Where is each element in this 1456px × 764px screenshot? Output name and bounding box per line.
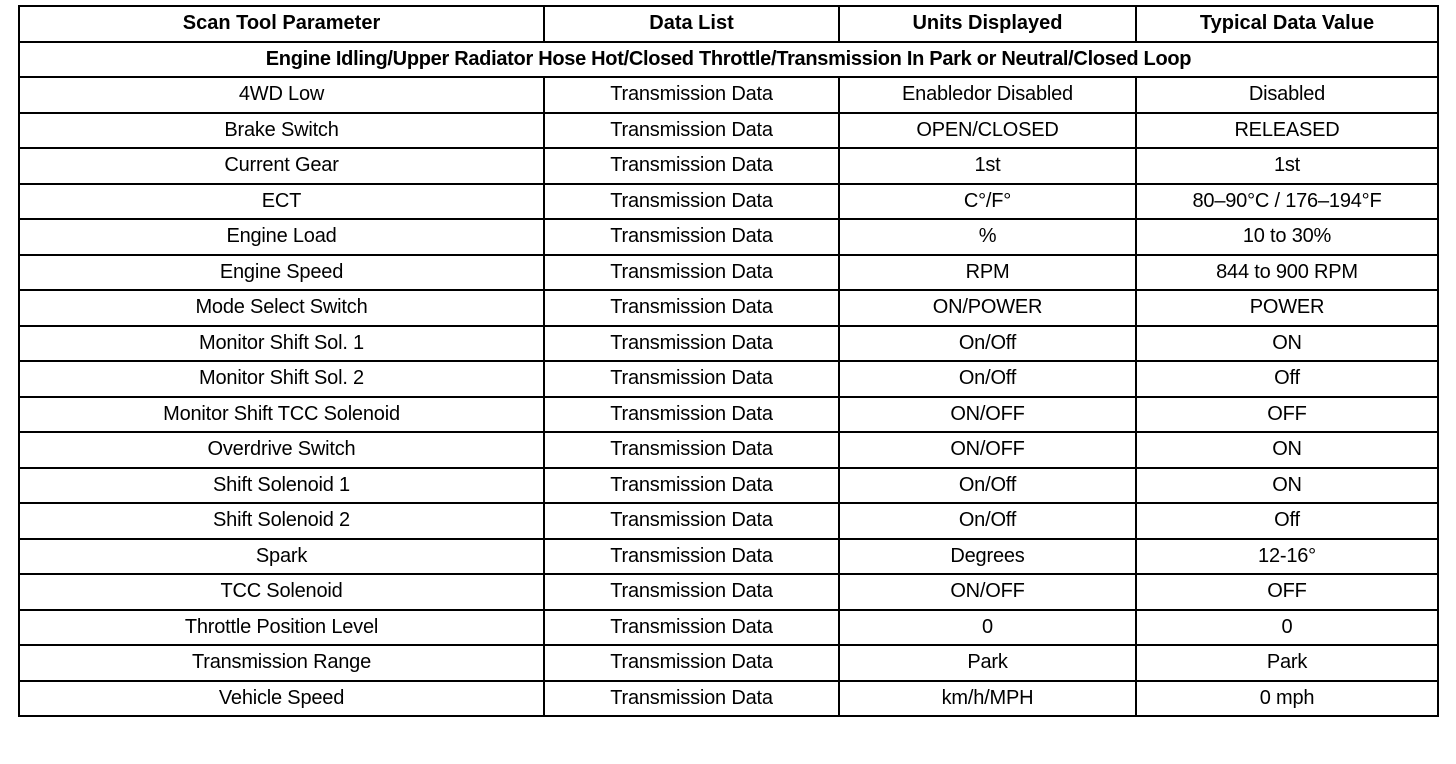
table-row: Transmission Range Transmission Data Park P… xyxy=(18,644,1439,682)
parameter-cell: Spark xyxy=(18,537,545,575)
parameter-cell: Shift Solenoid 2 xyxy=(18,502,545,540)
condition-text: Engine Idling/Upper Radiator Hose Hot/Cl… xyxy=(18,40,1439,78)
data-list-cell: Transmission Data xyxy=(543,679,840,717)
table-row: Spark Transmission Data Degrees 12-16° xyxy=(18,537,1439,575)
header-data-list: Data List xyxy=(543,5,840,43)
table-row: Shift Solenoid 2 Transmission Data On/Off O… xyxy=(18,502,1439,540)
table-row: Shift Solenoid 1 Transmission Data On/Off O… xyxy=(18,466,1439,504)
parameter-cell: Mode Select Switch xyxy=(18,289,545,327)
table-row: Engine Load Transmission Data% 10 to 30% xyxy=(18,218,1439,256)
typical-value-cell: ON xyxy=(1135,466,1439,504)
data-list-cell: Transmission Data xyxy=(543,76,840,114)
units-cell: km/h/MPH xyxy=(838,679,1137,717)
data-list-cell: Transmission Data xyxy=(543,253,840,291)
header-typical-data-value: Typical Data Value xyxy=(1135,5,1439,43)
units-cell: ON/POWER xyxy=(838,289,1137,327)
parameter-cell: Shift Solenoid 1 xyxy=(18,466,545,504)
parameter-cell: Monitor Shift Sol. 1 xyxy=(18,324,545,362)
table-row: Monitor Shift TCC Solenoid Transmission D… xyxy=(18,395,1439,433)
data-list-cell: Transmission Data xyxy=(543,218,840,256)
parameter-cell: Current Gear xyxy=(18,147,545,185)
data-list-cell: Transmission Data xyxy=(543,431,840,469)
units-cell: ON/OFF xyxy=(838,573,1137,611)
parameter-cell: Brake Switch xyxy=(18,111,545,149)
units-cell: RPM xyxy=(838,253,1137,291)
typical-value-cell: POWER xyxy=(1135,289,1439,327)
header-units-displayed: Units Displayed xyxy=(838,5,1137,43)
table-row: Engine Speed Transmission Data RPM 844 to 9… xyxy=(18,253,1439,291)
units-cell: On/Off xyxy=(838,324,1137,362)
data-list-cell: Transmission Data xyxy=(543,537,840,575)
data-list-cell: Transmission Data xyxy=(543,182,840,220)
data-list-cell: Transmission Data xyxy=(543,289,840,327)
units-cell: On/Off xyxy=(838,502,1137,540)
units-cell: Enabledor Disabled xyxy=(838,76,1137,114)
typical-value-cell: 10 to 30% xyxy=(1135,218,1439,256)
table-row: TCC Solenoid Transmission Data ON/OFF OFF xyxy=(18,573,1439,611)
typical-value-cell: ON xyxy=(1135,324,1439,362)
typical-value-cell: 844 to 900 RPM xyxy=(1135,253,1439,291)
table-row: Brake Switch Transmission Data OPEN/CLOSED… xyxy=(18,111,1439,149)
typical-value-cell: Park xyxy=(1135,644,1439,682)
typical-value-cell: RELEASED xyxy=(1135,111,1439,149)
typical-value-cell: Off xyxy=(1135,502,1439,540)
parameter-cell: Engine Load xyxy=(18,218,545,256)
parameter-cell: TCC Solenoid xyxy=(18,573,545,611)
parameter-cell: Vehicle Speed xyxy=(18,679,545,717)
table-row: Mode Select Switch Transmission Data ON/PO… xyxy=(18,289,1439,327)
typical-value-cell: Off xyxy=(1135,360,1439,398)
units-cell: % xyxy=(838,218,1137,256)
units-cell: Degrees xyxy=(838,537,1137,575)
typical-value-cell: OFF xyxy=(1135,395,1439,433)
parameter-cell: Monitor Shift Sol. 2 xyxy=(18,360,545,398)
data-list-cell: Transmission Data xyxy=(543,608,840,646)
units-cell: ON/OFF xyxy=(838,395,1137,433)
parameter-cell: Monitor Shift TCC Solenoid xyxy=(18,395,545,433)
table-row: Throttle Position Level Transmission Data… xyxy=(18,608,1439,646)
parameter-cell: ECT xyxy=(18,182,545,220)
table-row: ECT Transmission Data C°/F° 80–90°C / 176–1… xyxy=(18,182,1439,220)
data-list-cell: Transmission Data xyxy=(543,324,840,362)
data-list-cell: Transmission Data xyxy=(543,147,840,185)
parameter-cell: Transmission Range xyxy=(18,644,545,682)
typical-value-cell: 12-16° xyxy=(1135,537,1439,575)
typical-value-cell: 0 xyxy=(1135,608,1439,646)
header-scan-tool-parameter: Scan Tool Parameter xyxy=(18,5,545,43)
header-row: Scan Tool Parameter Data List Units Disp… xyxy=(18,5,1439,43)
typical-value-cell: 1st xyxy=(1135,147,1439,185)
table-row: 4WD Low Transmission Data Enabledor Disabl… xyxy=(18,76,1439,114)
data-list-cell: Transmission Data xyxy=(543,502,840,540)
units-cell: C°/F° xyxy=(838,182,1137,220)
typical-value-cell: OFF xyxy=(1135,573,1439,611)
parameter-cell: Throttle Position Level xyxy=(18,608,545,646)
parameter-cell: Engine Speed xyxy=(18,253,545,291)
condition-row: Engine Idling/Upper Radiator Hose Hot/Cl… xyxy=(18,40,1439,78)
units-cell: On/Off xyxy=(838,360,1137,398)
typical-value-cell: 0 mph xyxy=(1135,679,1439,717)
units-cell: 1st xyxy=(838,147,1137,185)
units-cell: 0 xyxy=(838,608,1137,646)
parameter-cell: 4WD Low xyxy=(18,76,545,114)
data-list-cell: Transmission Data xyxy=(543,644,840,682)
scan-tool-data-table: Scan Tool Parameter Data List Units Disp… xyxy=(18,5,1439,717)
data-list-cell: Transmission Data xyxy=(543,111,840,149)
typical-value-cell: ON xyxy=(1135,431,1439,469)
parameter-cell: Overdrive Switch xyxy=(18,431,545,469)
data-list-cell: Transmission Data xyxy=(543,395,840,433)
table-row: Monitor Shift Sol. 1 Transmission Data On/… xyxy=(18,324,1439,362)
data-list-cell: Transmission Data xyxy=(543,360,840,398)
units-cell: ON/OFF xyxy=(838,431,1137,469)
typical-value-cell: 80–90°C / 176–194°F xyxy=(1135,182,1439,220)
table-row: Overdrive Switch Transmission Data ON/OFF O… xyxy=(18,431,1439,469)
units-cell: On/Off xyxy=(838,466,1137,504)
typical-value-cell: Disabled xyxy=(1135,76,1439,114)
table-row: Vehicle Speed Transmission Data km/h/MPH 0 … xyxy=(18,679,1439,717)
table-row: Current Gear Transmission Data 1st 1st xyxy=(18,147,1439,185)
units-cell: OPEN/CLOSED xyxy=(838,111,1137,149)
units-cell: Park xyxy=(838,644,1137,682)
table-row: Monitor Shift Sol. 2 Transmission Data On/… xyxy=(18,360,1439,398)
data-list-cell: Transmission Data xyxy=(543,573,840,611)
data-list-cell: Transmission Data xyxy=(543,466,840,504)
